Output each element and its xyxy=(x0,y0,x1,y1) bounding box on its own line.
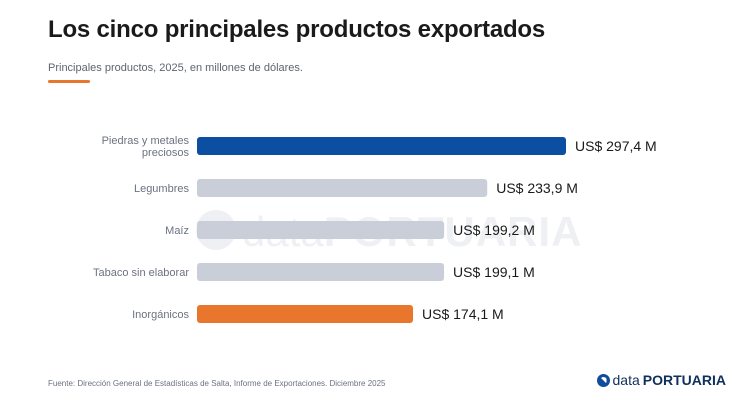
dataportuaria-logo-icon xyxy=(596,373,610,387)
bar-2 xyxy=(197,221,445,239)
brand-logo: data PORTUARIA xyxy=(596,372,726,388)
brand-prefix: data xyxy=(612,372,640,388)
value-label-0: US$ 297,4 M xyxy=(575,138,657,154)
bar-4 xyxy=(197,305,414,323)
brand-name: PORTUARIA xyxy=(642,372,726,388)
page-subtitle: Principales productos, 2025, en millones… xyxy=(48,62,303,74)
page-title: Los cinco principales productos exportad… xyxy=(48,16,546,43)
title-accent-rule xyxy=(48,80,90,83)
value-label-1: US$ 233,9 M xyxy=(496,180,578,196)
category-label-0: Piedras y metales preciosos xyxy=(102,135,190,159)
bar-0 xyxy=(197,137,566,155)
bar-chart: Piedras y metales preciosos US$ 297,4 M Leg… xyxy=(93,135,657,323)
category-label-2: Maíz xyxy=(165,225,189,237)
category-label-4: Inorgánicos xyxy=(132,309,189,321)
value-label-2: US$ 199,2 M xyxy=(453,222,535,238)
category-label-3: Tabaco sin elaborar xyxy=(93,267,189,279)
bar-3 xyxy=(197,263,445,281)
category-label-1: Legumbres xyxy=(134,183,190,195)
value-label-4: US$ 174,1 M xyxy=(422,306,504,322)
source-note: Fuente: Dirección General de Estadística… xyxy=(48,379,386,388)
value-label-3: US$ 199,1 M xyxy=(453,264,535,280)
bar-1 xyxy=(197,179,488,197)
